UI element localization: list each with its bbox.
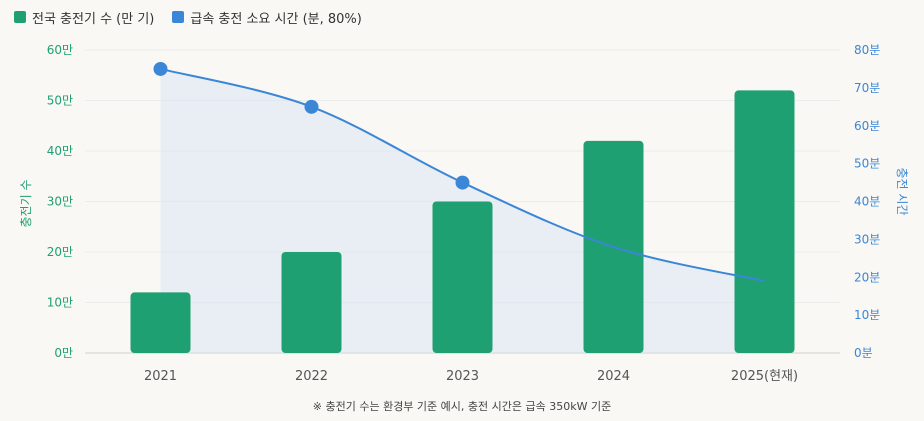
bar [130,292,191,353]
left-axis-tick-label: 20만 [47,245,73,259]
legend: 전국 충전기 수 (만 기) 급속 충전 소요 시간 (분, 80%) [14,6,362,28]
right-axis-tick-label: 40분 [854,195,880,209]
right-axis-tick-label: 70분 [854,81,880,95]
bar [734,90,795,354]
left-axis-tick-label: 10만 [47,296,73,310]
left-axis-title: 충전기 수 [19,180,33,228]
legend-swatch-bars [14,11,26,23]
right-axis-tick-label: 50분 [854,157,880,171]
left-axis-tick-label: 40만 [47,144,73,158]
line-point [455,175,470,190]
right-axis-tick-label: 60분 [854,119,880,133]
right-axis-tick-label: 80분 [854,43,880,57]
right-axis-tick-label: 20분 [854,270,880,284]
legend-swatch-line [172,11,185,23]
legend-label-line: 급속 충전 소요 시간 (분, 80%) [190,11,362,27]
legend-label-bars: 전국 충전기 수 (만 기) [32,11,155,27]
left-axis-tick-label: 30만 [47,195,73,209]
bar [432,201,493,353]
line-point [304,99,319,114]
legend-item-line[interactable]: 급속 충전 소요 시간 (분, 80%) [172,8,362,27]
x-axis-tick-label: 2022 [295,369,328,384]
x-axis-tick-label: 2021 [144,369,177,384]
right-axis-title: 충전 시간 [895,168,909,216]
x-axis-tick-label: 2025(현재) [731,369,798,384]
left-axis-tick-label: 50만 [47,94,73,108]
right-axis-tick-label: 10분 [854,308,880,322]
bar [281,252,342,353]
left-axis-tick-label: 60만 [47,43,73,57]
footnote: ※ 충전기 수는 환경부 기준 예시, 충전 시간은 급속 350kW 기준 [312,400,612,413]
x-axis-tick-label: 2023 [446,369,479,384]
right-axis-tick-label: 0분 [854,346,873,360]
left-axis-tick-label: 0만 [54,346,73,360]
x-axis-tick-label: 2024 [597,369,630,384]
line-point [153,61,168,76]
right-axis-tick-label: 30분 [854,232,880,246]
legend-item-bars[interactable]: 전국 충전기 수 (만 기) [14,8,154,27]
